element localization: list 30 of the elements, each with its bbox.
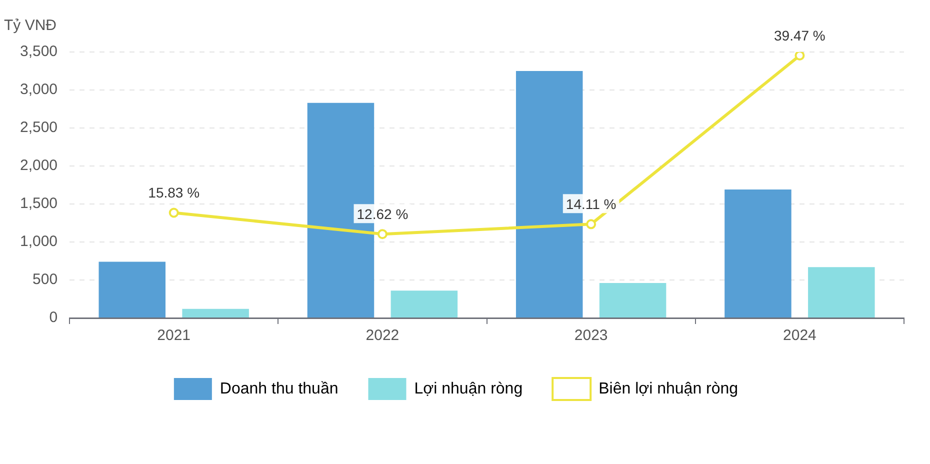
y-tick-label: 0	[49, 309, 58, 326]
bar	[599, 283, 666, 318]
point	[168, 208, 179, 218]
y-tick-label: 2,000	[20, 157, 58, 174]
bar	[182, 308, 249, 318]
y-tick-label: 3,000	[20, 81, 58, 98]
y-tick-label: 2,500	[20, 119, 58, 136]
y-axis-title: Tỷ VNĐ	[4, 17, 57, 34]
x-tick-label: 2023	[574, 327, 608, 344]
data-label: 39.47 %	[774, 27, 826, 44]
data-label: 12.62 %	[356, 206, 408, 222]
bar	[808, 267, 875, 318]
y-tick-label: 1,500	[20, 195, 58, 212]
y-tick-label: 1,000	[20, 233, 58, 250]
legend-label: Lợi nhuận ròng	[414, 380, 523, 398]
data-label: 15.83 %	[148, 184, 200, 201]
data-label: 14.11 %	[566, 196, 616, 212]
bar	[390, 290, 458, 318]
legend-label: Biên lợi nhuận ròng	[598, 380, 738, 398]
point	[586, 219, 596, 230]
x-tick-label: 2021	[157, 327, 191, 344]
x-tick-label: 2022	[366, 327, 400, 344]
x-tick-label: 2024	[783, 327, 816, 344]
y-tick-label: 3,500	[20, 43, 58, 60]
legend-label: Doanh thu thuần	[220, 380, 338, 398]
y-tick-label: 500	[32, 271, 58, 288]
bar	[724, 190, 792, 318]
point	[794, 52, 805, 61]
point	[377, 229, 388, 240]
bar	[98, 262, 166, 318]
